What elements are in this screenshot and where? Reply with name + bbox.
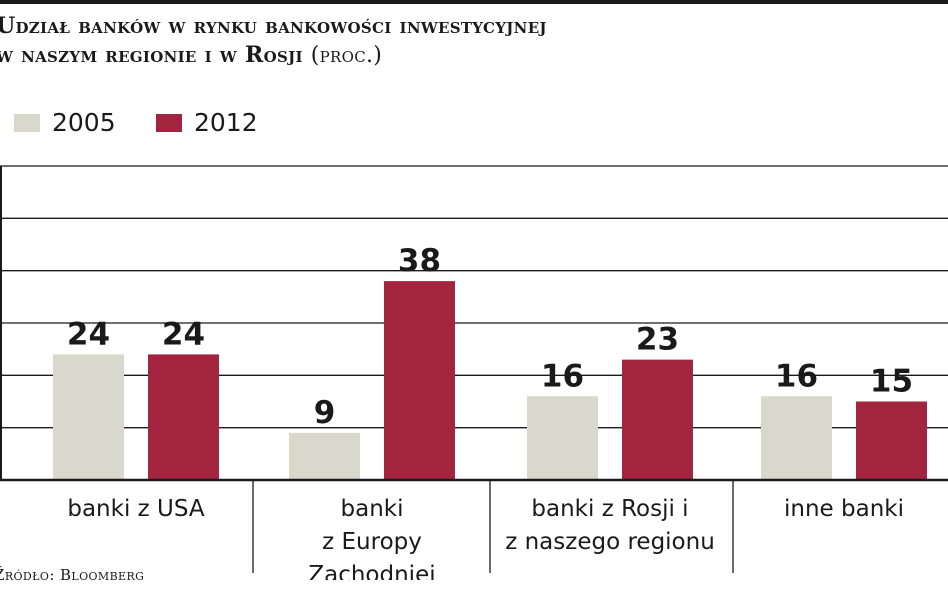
chart-title-line-1: Udział banków w rynku bankowości inwesty… [0, 13, 547, 39]
chart-title: Udział banków w rynku bankowości inwesty… [0, 12, 946, 70]
category-label-1-line-2: Zachodniej [308, 562, 435, 580]
data-label-2012-0: 24 [162, 316, 205, 352]
legend-label-2012: 2012 [194, 108, 258, 137]
data-label-2012-1: 38 [398, 243, 441, 279]
chart-title-unit: (proc.) [310, 43, 383, 68]
bar-2012-2 [622, 359, 693, 480]
category-label-2-line-1: z naszego regionu [505, 529, 715, 555]
data-label-2005-1: 9 [314, 395, 336, 431]
legend-label-2005: 2005 [52, 108, 116, 137]
category-label-1-line-0: banki [341, 496, 404, 522]
data-label-2012-2: 23 [636, 322, 679, 358]
bar-chart: 24 9 16 16 24 38 23 15 banki z USA banki z Europy Z… [0, 165, 948, 580]
category-label-2-line-0: banki z Rosji i [531, 496, 688, 522]
category-label-1-line-1: z Europy [322, 529, 422, 555]
bar-2005-1 [289, 432, 360, 480]
bar-2005-0 [53, 354, 124, 480]
source-note: Źródło: Bloomberg [0, 566, 145, 584]
legend-swatch-2005 [14, 114, 40, 132]
bar-2005-3 [761, 396, 832, 480]
bar-2012-1 [384, 281, 455, 480]
category-label-3-line-0: inne banki [784, 496, 904, 522]
bar-2012-3 [856, 401, 927, 480]
bar-2012-0 [148, 354, 219, 480]
legend-swatch-2012 [156, 114, 182, 132]
chart-title-line-2: w naszym regionie i w Rosji [0, 42, 303, 68]
top-rule [0, 0, 948, 4]
category-label-0-line-0: banki z USA [67, 496, 205, 522]
data-label-2005-2: 16 [541, 358, 584, 394]
data-label-2005-3: 16 [775, 358, 818, 394]
bar-2005-2 [527, 396, 598, 480]
data-label-2012-3: 15 [870, 364, 913, 400]
data-label-2005-0: 24 [67, 316, 110, 352]
